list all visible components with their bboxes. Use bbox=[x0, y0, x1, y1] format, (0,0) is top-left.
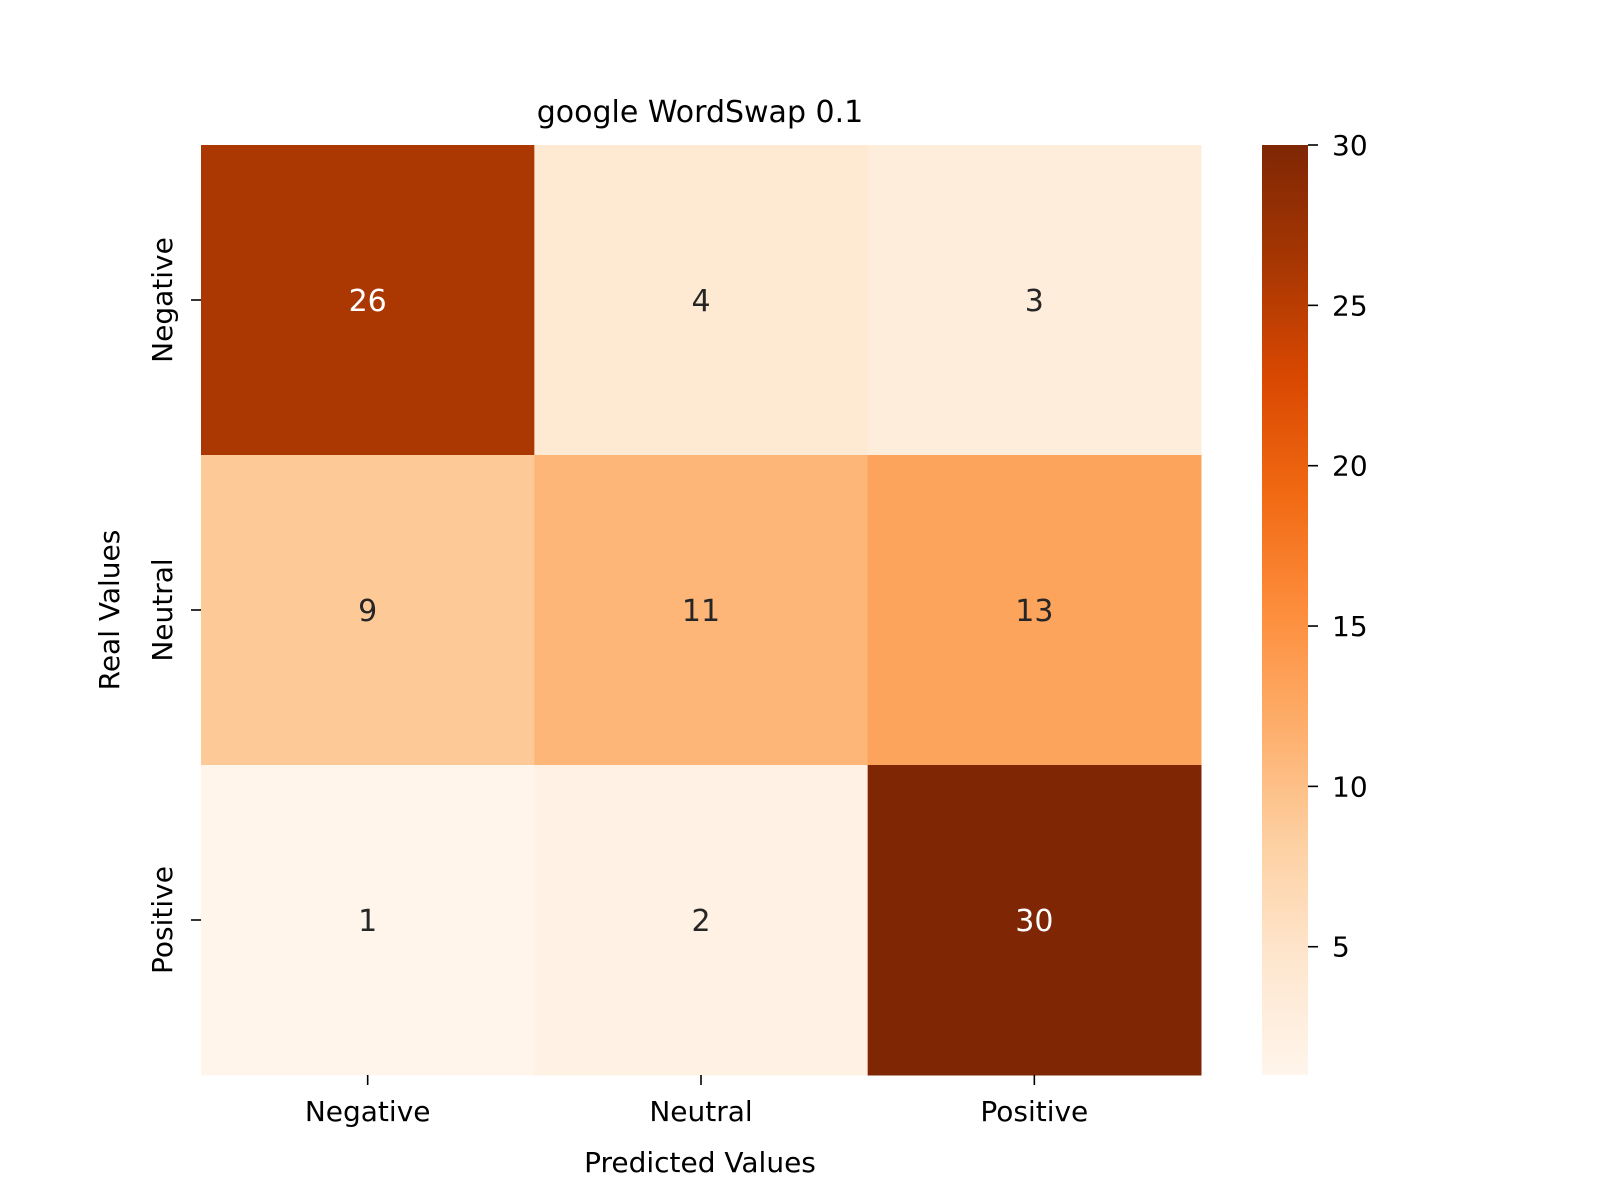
colorbar-tick-label: 30 bbox=[1332, 129, 1368, 162]
colorbar-tick-label: 20 bbox=[1332, 450, 1368, 483]
heatmap-annotations: 26 4 3 9 11 13 1 2 30 bbox=[349, 284, 1054, 939]
y-tick-label: Negative bbox=[146, 237, 179, 363]
heatmap-cell bbox=[201, 765, 535, 1076]
heatmap-cell bbox=[534, 145, 869, 456]
heatmap-cell bbox=[534, 455, 869, 766]
x-tick-label: Positive bbox=[980, 1095, 1088, 1128]
y-tick-label: Neutral bbox=[146, 558, 179, 661]
cell-value-label: 1 bbox=[358, 904, 377, 939]
y-axis: Negative Neutral Positive bbox=[146, 237, 201, 974]
chart-title: google WordSwap 0.1 bbox=[537, 95, 863, 130]
heatmap-cell bbox=[867, 145, 1202, 456]
cell-value-label: 13 bbox=[1015, 594, 1053, 629]
cell-value-label: 4 bbox=[691, 284, 710, 319]
y-tick-label: Positive bbox=[146, 866, 179, 974]
cell-value-label: 2 bbox=[691, 904, 710, 939]
cell-value-label: 11 bbox=[682, 594, 720, 629]
colorbar-tick-label: 15 bbox=[1332, 610, 1368, 643]
x-axis: Negative Neutral Positive bbox=[305, 1075, 1088, 1128]
x-tick-label: Neutral bbox=[649, 1095, 752, 1128]
heatmap-cell bbox=[867, 455, 1202, 766]
colorbar-ticks: 5 10 15 20 25 30 bbox=[1308, 129, 1368, 964]
heatmap-cell bbox=[534, 765, 869, 1076]
colorbar-tick-label: 10 bbox=[1332, 770, 1368, 803]
x-axis-label: Predicted Values bbox=[584, 1146, 816, 1179]
colorbar-tick-label: 5 bbox=[1332, 931, 1350, 964]
colorbar-gradient bbox=[1262, 145, 1308, 1075]
heatmap-cell bbox=[867, 765, 1202, 1076]
cell-value-label: 3 bbox=[1025, 284, 1044, 319]
colorbar-tick-label: 25 bbox=[1332, 289, 1368, 322]
x-tick-label: Negative bbox=[305, 1095, 431, 1128]
heatmap-cell bbox=[201, 455, 535, 766]
heatmap-cells bbox=[201, 145, 1202, 1076]
heatmap-cell bbox=[201, 145, 535, 456]
cell-value-label: 26 bbox=[349, 284, 387, 319]
cell-value-label: 30 bbox=[1015, 904, 1053, 939]
colorbar: 5 10 15 20 25 30 bbox=[1262, 129, 1368, 1075]
y-axis-label: Real Values bbox=[93, 530, 126, 691]
cell-value-label: 9 bbox=[358, 594, 377, 629]
